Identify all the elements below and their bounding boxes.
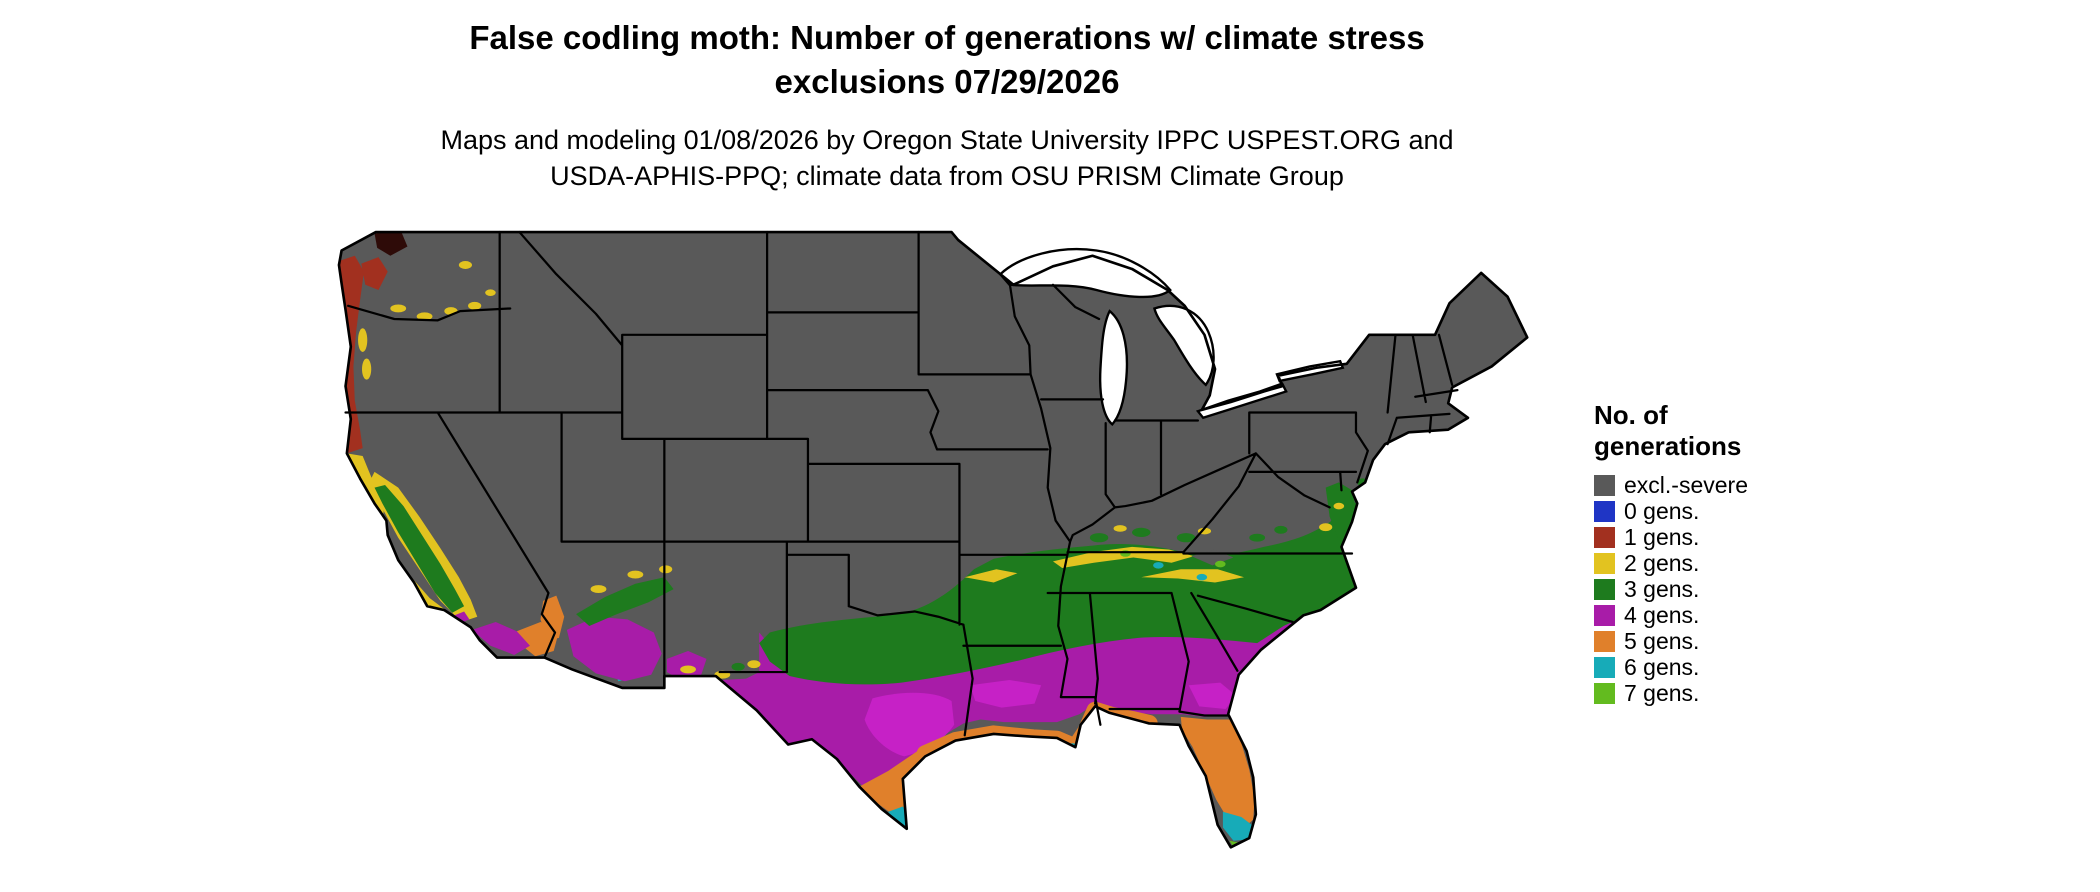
legend-swatch-excl-severe bbox=[1594, 474, 1615, 496]
zone-gens4-bright-east-texas bbox=[969, 679, 1042, 708]
zone-gens1-dark-north-cascades bbox=[374, 232, 408, 256]
speck bbox=[358, 328, 368, 352]
legend-item: 2 gens. bbox=[1594, 550, 1894, 576]
speck bbox=[362, 358, 372, 380]
legend-label: 7 gens. bbox=[1624, 679, 1700, 706]
zone-gens4-bootheel bbox=[666, 650, 707, 680]
legend-swatch-6-gens bbox=[1594, 656, 1615, 678]
speck bbox=[1274, 525, 1288, 534]
legend-swatch-7-gens bbox=[1594, 682, 1615, 704]
legend-item: 5 gens. bbox=[1594, 628, 1894, 654]
speck bbox=[731, 662, 745, 671]
legend-swatch-5-gens bbox=[1594, 630, 1615, 652]
speck bbox=[747, 660, 761, 669]
zone-gens1-puget bbox=[361, 257, 388, 291]
legend-item: 7 gens. bbox=[1594, 680, 1894, 706]
zone-excluded-base bbox=[338, 232, 1528, 848]
lake-superior bbox=[998, 247, 1172, 299]
legend-label: excl.-severe bbox=[1624, 471, 1748, 498]
legend-label: 5 gens. bbox=[1624, 627, 1700, 654]
legend-label: 2 gens. bbox=[1624, 549, 1700, 576]
legend-title: No. of generations bbox=[1594, 400, 1894, 462]
legend-label: 1 gens. bbox=[1624, 523, 1700, 550]
figure-header: False codling moth: Number of generation… bbox=[340, 16, 1554, 194]
speck bbox=[416, 312, 433, 321]
zone-gens6-south-florida bbox=[1222, 811, 1252, 841]
speck bbox=[1215, 560, 1226, 568]
legend-title-line2: generations bbox=[1594, 431, 1742, 461]
speck bbox=[1249, 533, 1266, 542]
legend-label: 3 gens. bbox=[1624, 575, 1700, 602]
legend-swatch-3-gens bbox=[1594, 578, 1615, 600]
speck bbox=[627, 570, 644, 579]
speck bbox=[1089, 533, 1109, 543]
zone-gens3-mogollon-rim bbox=[576, 577, 674, 626]
figure-subtitle: Maps and modeling 01/08/2026 by Oregon S… bbox=[340, 122, 1554, 194]
legend-item: 1 gens. bbox=[1594, 524, 1894, 550]
zone-gens4-socal bbox=[472, 622, 530, 655]
figure-title-line1: False codling moth: Number of generation… bbox=[469, 19, 1425, 56]
speck bbox=[1196, 573, 1208, 581]
legend-swatch-1-gens bbox=[1594, 526, 1615, 548]
figure-title: False codling moth: Number of generation… bbox=[340, 16, 1554, 104]
speck bbox=[1319, 523, 1333, 532]
state-borders bbox=[344, 230, 1459, 737]
zone-gens2-georgia-streak bbox=[1141, 569, 1244, 583]
zone-gens3-central-valley bbox=[374, 484, 465, 613]
lake-michigan bbox=[1098, 309, 1129, 427]
legend-items: excl.-severe 0 gens. 1 gens. 2 gens. 3 g… bbox=[1594, 472, 1894, 706]
zone-gens5-florida-peninsula bbox=[1180, 716, 1255, 831]
legend-item: 6 gens. bbox=[1594, 654, 1894, 680]
legend-label: 0 gens. bbox=[1624, 497, 1700, 524]
speck bbox=[659, 565, 673, 574]
speck bbox=[1113, 525, 1127, 532]
speck bbox=[468, 301, 482, 310]
legend-swatch-4-gens bbox=[1594, 604, 1615, 626]
legend-item: excl.-severe bbox=[1594, 472, 1894, 498]
zone-gens4-bright-south-georgia bbox=[1188, 682, 1237, 709]
legend: No. of generations excl.-severe 0 gens. … bbox=[1594, 400, 1894, 706]
speck bbox=[590, 585, 607, 594]
zone-gens4-arizona bbox=[566, 616, 662, 682]
legend-item: 3 gens. bbox=[1594, 576, 1894, 602]
zone-gens4-bright-central-texas bbox=[864, 692, 955, 757]
legend-item: 0 gens. bbox=[1594, 498, 1894, 524]
speck bbox=[1333, 502, 1345, 510]
figure-title-line2: exclusions 07/29/2026 bbox=[774, 63, 1120, 100]
legend-swatch-2-gens bbox=[1594, 552, 1615, 574]
speck bbox=[680, 665, 696, 674]
legend-title-line1: No. of bbox=[1594, 400, 1668, 430]
zone-fills bbox=[338, 232, 1528, 848]
us-generations-map bbox=[335, 224, 1547, 883]
figure-subtitle-line1: Maps and modeling 01/08/2026 by Oregon S… bbox=[440, 125, 1454, 155]
figure-subtitle-line2: USDA-APHIS-PPQ; climate data from OSU PR… bbox=[550, 161, 1344, 191]
speck bbox=[458, 261, 473, 269]
zone-gens5-colorado-river bbox=[540, 595, 565, 641]
legend-swatch-0-gens bbox=[1594, 500, 1615, 522]
legend-label: 6 gens. bbox=[1624, 653, 1700, 680]
zone-gens2-ozark-patch bbox=[964, 569, 1018, 583]
speck bbox=[1132, 527, 1151, 538]
zone-gens6-texas-coast-speck bbox=[910, 770, 926, 785]
speck bbox=[485, 289, 496, 296]
speck bbox=[390, 304, 407, 313]
us-map-svg bbox=[337, 230, 1529, 849]
speck bbox=[1153, 562, 1164, 569]
legend-label: 4 gens. bbox=[1624, 601, 1700, 628]
legend-item: 4 gens. bbox=[1594, 602, 1894, 628]
speck bbox=[1176, 533, 1196, 543]
